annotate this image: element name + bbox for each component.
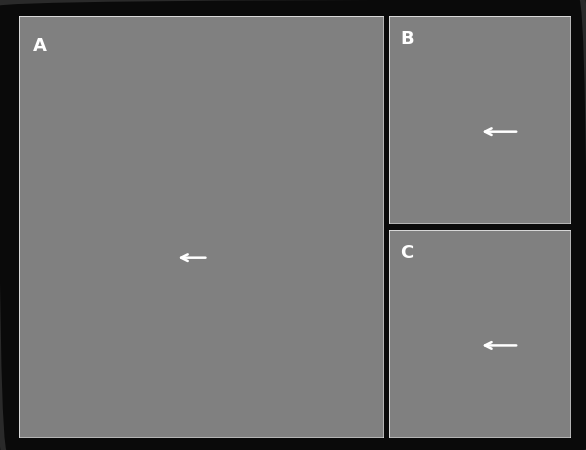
Text: B: B (400, 30, 414, 48)
Text: C: C (400, 244, 413, 262)
Text: A: A (33, 37, 47, 55)
